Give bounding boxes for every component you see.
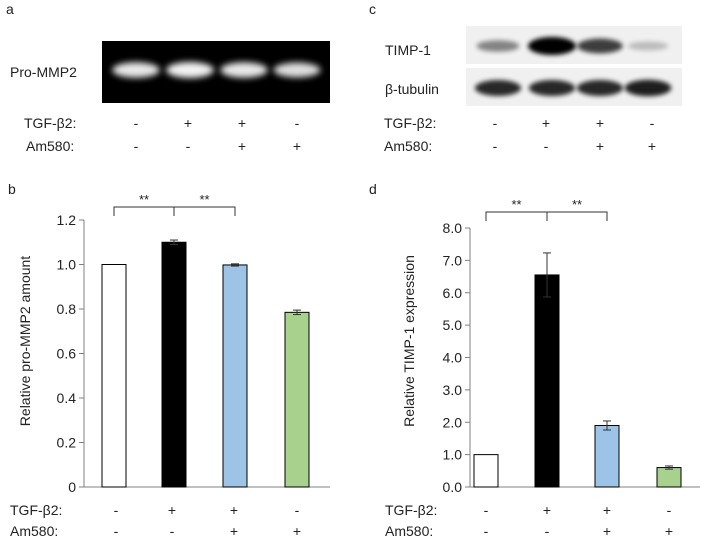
significance-bracket: [113, 206, 175, 216]
cond-b-am580-mark: +: [230, 523, 238, 539]
cond-c-am580-label: Am580:: [384, 138, 432, 154]
y-tick-label: 8.0: [443, 220, 463, 236]
y-tick-label: 0.4: [57, 390, 77, 406]
cond-a-am580-mark: -: [186, 138, 191, 154]
significance-label: **: [139, 192, 149, 207]
panel-letter-a: a: [6, 1, 14, 17]
cond-b-am580-mark: +: [293, 523, 301, 539]
bar: [656, 467, 682, 488]
y-tick-label: 0: [68, 479, 76, 495]
cond-a-am580-mark: +: [238, 138, 246, 154]
cond-c-tgf-mark: -: [493, 115, 498, 131]
cond-a-tgf-mark: +: [238, 115, 246, 131]
y-tick-label: 4.0: [443, 350, 463, 366]
cond-b-am580-mark: -: [114, 523, 119, 539]
significance-label: **: [199, 192, 209, 207]
blot-c-timp1-band: [577, 38, 623, 54]
blot-c: TIMP-1 β-tubulin: [385, 26, 682, 106]
y-tick-label: 5.0: [443, 317, 463, 333]
blot-a-band: [112, 62, 160, 78]
cond-c-am580-mark: -: [544, 138, 549, 154]
y-tick-label: 0.0: [443, 479, 463, 495]
cond-d-am580-mark: +: [603, 523, 611, 539]
y-tick-label: 6.0: [443, 285, 463, 301]
bar: [161, 241, 187, 488]
cond-d-am580-label: Am580:: [385, 523, 433, 539]
y-tick-label: 1.0: [57, 257, 77, 273]
cond-c-am580-mark: +: [648, 138, 656, 154]
y-tick-label: 3.0: [443, 382, 463, 398]
cond-c-tgf-label: TGF-β2:: [384, 115, 436, 131]
panel-letter-b: b: [8, 181, 16, 197]
bar: [284, 311, 310, 488]
significance-label: **: [511, 197, 521, 212]
significance-label: **: [572, 197, 582, 212]
significance-bracket: [173, 206, 236, 216]
cond-b-tgf-mark: +: [230, 502, 238, 518]
chart-d-ylabel: Relative TIMP-1 expression: [401, 255, 417, 427]
chart-b-ylabel: Relative pro-MMP2 amount: [17, 256, 33, 427]
y-tick-label: 0.6: [57, 346, 77, 362]
blot-c-tubulin-band: [528, 80, 576, 96]
bar: [534, 274, 560, 488]
blot-a-band: [273, 62, 321, 78]
blot-a-label: Pro-MMP2: [10, 64, 77, 80]
y-tick-label: 1.0: [443, 447, 463, 463]
y-tick-label: 0.8: [57, 301, 77, 317]
cond-a-tgf-mark: +: [184, 115, 192, 131]
bar: [222, 264, 248, 488]
blot-c-timp1-band: [528, 37, 576, 55]
panel-letter-d: d: [369, 181, 377, 197]
bar: [594, 424, 620, 488]
cond-c-am580-mark: +: [596, 138, 604, 154]
cond-d-tgf-label: TGF-β2:: [385, 502, 437, 518]
chart-b: 0 0.2 0.4 0.6 0.8 1.0 1.2 ** **: [57, 192, 330, 495]
cond-d-am580-mark: -: [545, 523, 550, 539]
cond-c-tgf-mark: -: [650, 115, 655, 131]
y-tick-label: 1.2: [57, 212, 77, 228]
cond-c-tgf-mark: +: [542, 115, 550, 131]
cond-a-am580-mark: -: [134, 138, 139, 154]
bar: [101, 264, 127, 488]
cond-d-am580-mark: -: [484, 523, 489, 539]
y-tick-label: 2.0: [443, 414, 463, 430]
blot-a: Pro-MMP2: [10, 41, 330, 103]
blot-c-tubulin-label: β-tubulin: [385, 81, 439, 97]
bar: [473, 454, 499, 488]
blot-c-timp1-band: [627, 41, 669, 51]
cond-a-tgf-mark: -: [134, 115, 139, 131]
blot-c-tubulin-band: [474, 80, 522, 96]
cond-b-tgf-label: TGF-β2:: [10, 502, 62, 518]
cond-c-am580-mark: -: [493, 138, 498, 154]
blot-a-band: [220, 62, 268, 78]
cond-d-tgf-mark: -: [667, 502, 672, 518]
cond-b-tgf-mark: +: [168, 502, 176, 518]
blot-c-tubulin-band: [576, 80, 624, 96]
blot-c-timp1-band: [476, 40, 520, 52]
blot-c-timp1-label: TIMP-1: [385, 42, 431, 58]
cond-b-tgf-mark: -: [295, 502, 300, 518]
cond-a-am580-mark: +: [293, 138, 301, 154]
blot-c-tubulin-band: [624, 79, 672, 97]
cond-c-tgf-mark: +: [596, 115, 604, 131]
cond-b-am580-mark: -: [170, 523, 175, 539]
cond-a-tgf-label: TGF-β2:: [24, 115, 76, 131]
y-tick-label: 0.2: [57, 435, 77, 451]
cond-d-tgf-mark: -: [484, 502, 489, 518]
panel-letter-c: c: [369, 1, 376, 17]
chart-d: 0.0 1.0 2.0 3.0 4.0 5.0 6.0 7.0 8.0 ** **: [443, 197, 700, 495]
cond-d-am580-mark: +: [665, 523, 673, 539]
significance-bracket: [546, 211, 608, 221]
significance-bracket: [485, 211, 548, 221]
cond-d-tgf-mark: +: [543, 502, 551, 518]
cond-b-am580-label: Am580:: [10, 523, 58, 539]
cond-d-tgf-mark: +: [603, 502, 611, 518]
cond-a-am580-label: Am580:: [26, 138, 74, 154]
blot-a-band: [166, 62, 214, 78]
cond-a-tgf-mark: -: [295, 115, 300, 131]
cond-b-tgf-mark: -: [114, 502, 119, 518]
y-tick-label: 7.0: [443, 252, 463, 268]
